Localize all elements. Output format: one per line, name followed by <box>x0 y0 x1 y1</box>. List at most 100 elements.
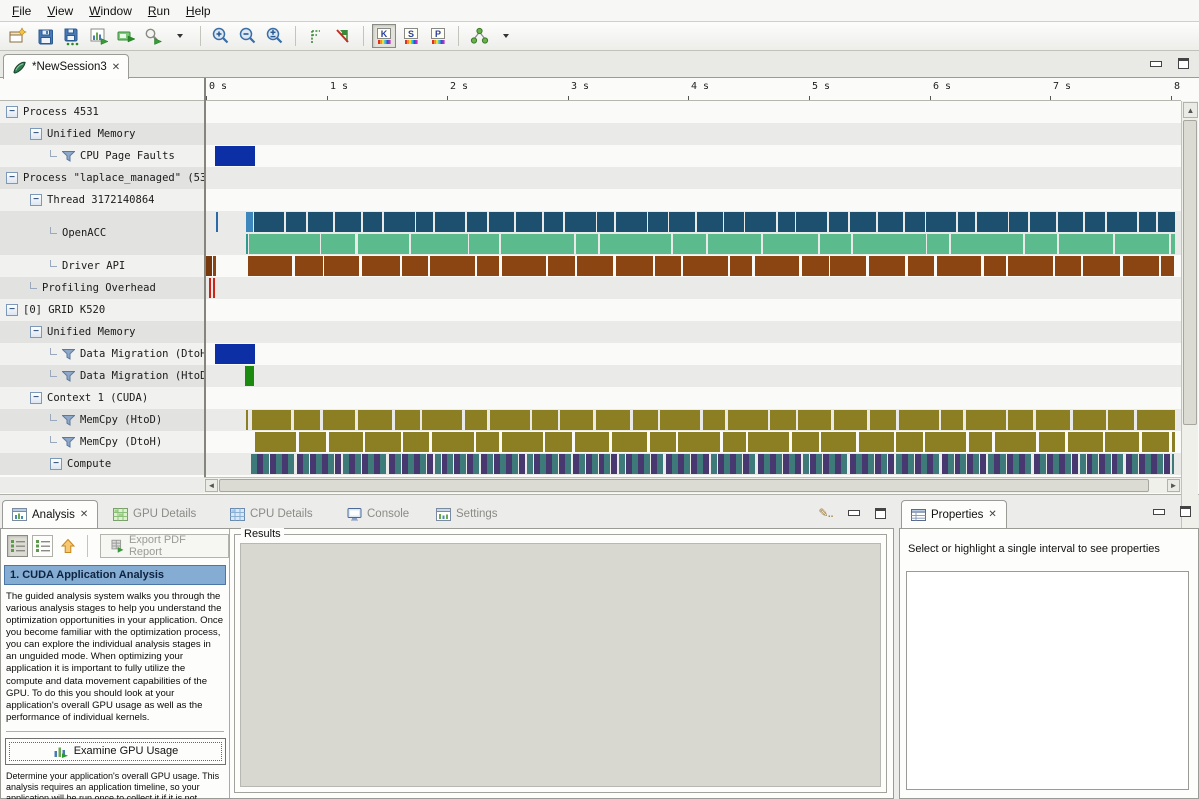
timeline-interval[interactable] <box>519 454 525 474</box>
filter-icon[interactable] <box>62 370 75 382</box>
timeline-interval[interactable] <box>611 454 617 474</box>
timeline-interval[interactable] <box>560 410 593 430</box>
timeline-interval[interactable] <box>1161 256 1174 276</box>
timeline-interval[interactable] <box>1112 454 1118 474</box>
timeline-interval[interactable] <box>414 454 420 474</box>
timeline-interval[interactable] <box>282 454 288 474</box>
timeline-interval[interactable] <box>251 454 257 474</box>
timeline-interval[interactable] <box>324 256 359 276</box>
timeline-row-process-4531[interactable]: − Process 4531 <box>0 101 204 123</box>
timeline-interval[interactable] <box>644 454 650 474</box>
timeline-interval[interactable] <box>355 454 361 474</box>
tab-gpu-details[interactable]: GPU Details <box>104 500 205 528</box>
timeline-interval[interactable] <box>1039 432 1065 452</box>
timeline-interval[interactable] <box>257 454 263 474</box>
timeline-interval[interactable] <box>783 454 789 474</box>
timeline-interval[interactable] <box>1164 454 1170 474</box>
timeline-interval[interactable] <box>730 454 736 474</box>
profile-application-icon[interactable] <box>87 24 111 48</box>
timeline-interval[interactable] <box>548 256 575 276</box>
timeline-interval[interactable] <box>633 410 658 430</box>
dropdown-caret-icon[interactable] <box>168 24 192 48</box>
timeline-interval[interactable] <box>1087 454 1093 474</box>
timeline-interval[interactable] <box>718 454 724 474</box>
timeline-interval[interactable] <box>363 212 382 232</box>
timeline-interval[interactable] <box>597 212 614 232</box>
timeline-interval[interactable] <box>619 454 625 474</box>
timeline-interval[interactable] <box>758 454 764 474</box>
timeline-interval[interactable] <box>632 454 638 474</box>
timeline-interval[interactable] <box>1053 454 1059 474</box>
close-icon[interactable]: ✕ <box>988 509 997 520</box>
timeline-interval[interactable] <box>362 454 368 474</box>
timeline-interval[interactable] <box>1019 454 1025 474</box>
minimize-icon[interactable] <box>1150 60 1162 67</box>
save-icon[interactable] <box>33 24 57 48</box>
timeline-interval[interactable] <box>678 432 720 452</box>
timeline-interval[interactable] <box>915 454 921 474</box>
timeline-interval[interactable] <box>329 432 363 452</box>
timeline-interval[interactable] <box>1073 410 1106 430</box>
timeline-interval[interactable] <box>1172 454 1174 474</box>
timeline-interval[interactable] <box>343 454 349 474</box>
timeline-interval[interactable] <box>286 212 306 232</box>
timeline-interval[interactable] <box>941 410 963 430</box>
timeline-interval[interactable] <box>908 454 914 474</box>
timeline-interval[interactable] <box>316 454 322 474</box>
timeline-row-process-laplace-managed-538[interactable]: − Process "laplace_managed" (538) <box>0 167 204 189</box>
timeline-interval[interactable] <box>770 454 776 474</box>
timeline-interval[interactable] <box>546 454 552 474</box>
timeline-row-openacc[interactable]: OpenACC <box>0 211 204 255</box>
timeline-interval[interactable] <box>416 212 433 232</box>
save-all-icon[interactable] <box>60 24 84 48</box>
timeline-interval[interactable] <box>494 454 500 474</box>
timeline-interval[interactable] <box>544 212 563 232</box>
timeline-row-cpu-page-faults[interactable]: CPU Page Faults <box>0 145 204 167</box>
tab-analysis[interactable]: Analysis ✕ <box>2 500 99 528</box>
timeline-interval[interactable] <box>246 234 248 254</box>
menu-file[interactable]: File <box>12 3 32 18</box>
timeline-interval[interactable] <box>328 454 334 474</box>
timeline-interval[interactable] <box>724 212 744 232</box>
timeline-interval[interactable] <box>255 432 296 452</box>
timeline-interval[interactable] <box>626 454 632 474</box>
timeline-interval[interactable] <box>778 212 795 232</box>
menu-help[interactable]: Help <box>185 3 211 18</box>
timeline-interval[interactable] <box>673 234 706 254</box>
horizontal-scroll-thumb[interactable] <box>219 479 1149 492</box>
timeline-interval[interactable] <box>967 454 973 474</box>
timeline-interval[interactable] <box>1142 432 1169 452</box>
timeline-interval[interactable] <box>691 454 697 474</box>
timeline-interval[interactable] <box>925 432 966 452</box>
timeline-interval[interactable] <box>384 212 415 232</box>
dropdown-caret-icon[interactable] <box>494 24 518 48</box>
timeline-interval[interactable] <box>648 212 668 232</box>
timeline-interval[interactable] <box>213 278 215 298</box>
timeline-interval[interactable] <box>888 454 894 474</box>
timeline-interval[interactable] <box>994 454 1000 474</box>
timeline-interval[interactable] <box>763 234 818 254</box>
timeline-interval[interactable] <box>442 454 448 474</box>
timeline-interval[interactable] <box>896 454 902 474</box>
timeline-interval[interactable] <box>577 256 613 276</box>
timeline-interval[interactable] <box>1092 454 1098 474</box>
timeline-row-data-migration-htod[interactable]: Data Migration (HtoD) <box>0 365 204 387</box>
timeline-interval[interactable] <box>1008 410 1033 430</box>
timeline-interval[interactable] <box>1145 454 1151 474</box>
timeline-interval[interactable] <box>899 410 939 430</box>
timeline-interval[interactable] <box>512 454 518 474</box>
timeline-interval[interactable] <box>958 212 975 232</box>
timeline-interval[interactable] <box>380 454 386 474</box>
timeline-interval[interactable] <box>703 454 709 474</box>
timeline-interval[interactable] <box>730 256 752 276</box>
timeline-interval[interactable] <box>358 410 392 430</box>
timeline-interval[interactable] <box>335 212 361 232</box>
timeline-interval[interactable] <box>490 410 530 430</box>
timeline-interval[interactable] <box>1007 454 1013 474</box>
timeline-interval[interactable] <box>252 410 291 430</box>
timeline-interval[interactable] <box>586 454 592 474</box>
session-tab[interactable]: *NewSession3 ✕ <box>3 54 130 79</box>
timeline-interval[interactable] <box>454 454 460 474</box>
timeline-interval[interactable] <box>1126 454 1132 474</box>
timeline-interval[interactable] <box>829 212 848 232</box>
